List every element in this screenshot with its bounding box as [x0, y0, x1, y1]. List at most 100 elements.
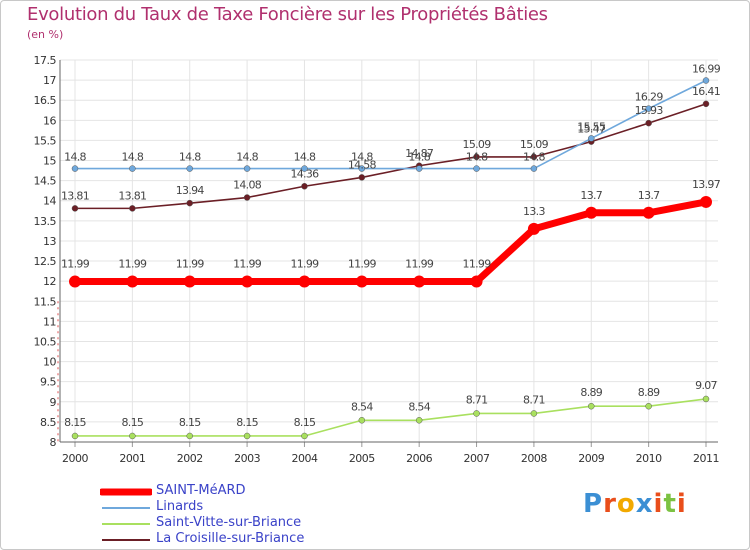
data-label: 8.71: [466, 393, 488, 406]
data-label: 13.3: [523, 205, 545, 218]
data-point: [473, 410, 480, 417]
data-point: [700, 195, 712, 208]
data-label: 15.93: [635, 104, 664, 117]
y-tick-label: 16.5: [34, 94, 57, 107]
logo-letter: t: [663, 489, 677, 519]
data-label: 14.8: [236, 151, 258, 164]
y-tick-label: 14: [43, 195, 56, 208]
y-tick-label: 10.5: [34, 335, 57, 348]
data-label: 11.99: [405, 258, 434, 271]
x-tick-label: 2007: [464, 452, 490, 465]
y-tick-label: 13: [43, 235, 56, 248]
y-tick-label: 11.5: [34, 295, 57, 308]
logo-letter: r: [603, 489, 617, 519]
y-tick-label: 16: [43, 114, 56, 127]
data-point: [126, 275, 139, 288]
data-label: 14.58: [348, 158, 377, 171]
series-line-0: [71, 198, 710, 286]
data-label: 14.8: [64, 151, 86, 164]
y-tick-label: 17.5: [34, 54, 57, 67]
data-point: [71, 165, 79, 172]
data-point: [588, 402, 595, 410]
data-point: [588, 135, 595, 142]
data-label: 14.8: [408, 151, 430, 164]
data-label: 8.71: [523, 393, 545, 406]
data-label: 16.41: [692, 85, 720, 98]
x-tick-label: 2006: [406, 452, 432, 465]
data-point: [642, 206, 655, 219]
data-point: [530, 165, 538, 172]
data-point: [241, 275, 254, 288]
data-label: 15.47: [577, 123, 606, 136]
data-point: [702, 100, 710, 108]
data-point: [527, 222, 540, 235]
y-tick-label: 10: [43, 356, 56, 369]
logo-letter: P: [583, 489, 604, 519]
x-tick-label: 2009: [578, 452, 604, 465]
data-label: 8.15: [294, 416, 316, 429]
data-point: [358, 417, 366, 424]
series-line-3: [74, 103, 707, 210]
data-label: 15.55: [577, 120, 606, 133]
data-label: 14.8: [179, 151, 201, 164]
y-tick-label: 15.5: [34, 134, 57, 147]
x-tick-label: 2005: [349, 452, 375, 465]
x-tick-label: 2000: [62, 452, 88, 465]
data-label: 14.8: [122, 151, 144, 164]
y-tick-label: 8: [50, 436, 57, 449]
data-point: [473, 165, 480, 172]
data-label: 8.89: [580, 386, 602, 399]
data-point: [645, 119, 652, 127]
data-label: 13.81: [118, 189, 146, 202]
data-point: [186, 199, 193, 207]
data-label: 14.87: [405, 147, 434, 160]
y-tick-label: 9: [50, 396, 57, 409]
chart-title: Evolution du Taux de Taxe Foncière sur l…: [27, 4, 548, 25]
logo-letter: o: [616, 489, 636, 519]
data-label: 15.09: [520, 138, 549, 151]
data-point: [413, 275, 426, 288]
data-label: 11.99: [118, 258, 147, 271]
y-tick-label: 9.5: [40, 376, 56, 389]
data-label: 13.81: [61, 189, 89, 202]
data-point: [129, 205, 136, 212]
data-point: [69, 275, 81, 288]
data-label: 16.99: [692, 63, 721, 76]
data-point: [702, 77, 710, 84]
y-tick-label: 11: [43, 315, 56, 328]
data-label: 13.94: [176, 184, 205, 197]
data-label: 14.36: [290, 167, 319, 180]
legend-label-saint-vitte: Saint-Vitte-sur-Briance: [156, 515, 302, 530]
data-label: 8.54: [351, 400, 373, 413]
y-tick-label: 15: [43, 155, 56, 168]
data-point: [355, 275, 368, 288]
data-point: [415, 165, 423, 172]
data-point: [298, 275, 311, 288]
data-point: [470, 275, 483, 288]
data-point: [530, 410, 538, 417]
data-label: 14.8: [294, 151, 316, 164]
data-point: [186, 165, 193, 172]
x-tick-label: 2008: [521, 452, 547, 465]
data-label: 14.8: [466, 151, 488, 164]
data-label: 14.8: [351, 151, 373, 164]
data-point: [473, 153, 480, 161]
data-point: [301, 432, 308, 440]
x-tick-label: 2002: [177, 452, 203, 465]
data-point: [530, 153, 538, 161]
data-point: [702, 395, 710, 403]
data-point: [243, 194, 251, 201]
data-point: [243, 165, 251, 172]
data-label: 8.54: [408, 400, 430, 413]
logo-letter: i: [676, 489, 687, 519]
data-label: 8.15: [122, 416, 144, 429]
data-point: [71, 205, 79, 212]
x-tick-label: 2001: [119, 452, 145, 465]
data-label: 13.97: [692, 178, 721, 191]
data-point: [129, 165, 136, 172]
x-tick-label: 2010: [636, 452, 662, 465]
unit-note: (en %): [27, 28, 64, 41]
x-tick-label: 2003: [234, 452, 260, 465]
data-point: [358, 165, 366, 172]
